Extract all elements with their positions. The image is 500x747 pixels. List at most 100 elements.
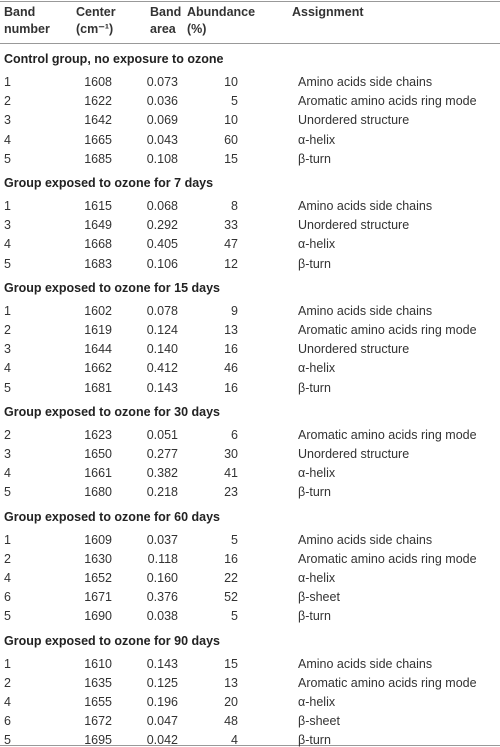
cell: 1609 xyxy=(84,532,112,547)
cell: 5 xyxy=(231,609,238,624)
cell: 4 xyxy=(4,237,11,252)
cell: 1 xyxy=(4,656,11,671)
cell: 13 xyxy=(224,675,238,690)
cell: β-sheet xyxy=(298,590,340,605)
cell: α-helix xyxy=(298,466,336,481)
cell: 1649 xyxy=(84,218,112,233)
cell: 12 xyxy=(224,256,238,271)
cell: 1610 xyxy=(84,656,112,671)
cell: 33 xyxy=(224,218,238,233)
cell: 1630 xyxy=(84,551,112,566)
cell: α-helix xyxy=(298,361,336,376)
cell: 6 xyxy=(4,590,11,605)
cell: 0.047 xyxy=(146,714,178,729)
cell: 13 xyxy=(224,323,238,337)
cell: Aromatic amino acids ring mode xyxy=(298,427,477,442)
cell: 0.051 xyxy=(146,427,178,442)
cell: 1608 xyxy=(84,75,112,89)
cell: 22 xyxy=(224,571,238,585)
group-title: Group exposed to ozone for 60 days xyxy=(4,509,221,524)
group-title: Group exposed to ozone for 90 days xyxy=(4,633,221,648)
cell: Unordered structure xyxy=(298,113,410,128)
cell: 1671 xyxy=(84,590,112,605)
cell: 0.143 xyxy=(146,380,178,395)
cell: 0.218 xyxy=(146,485,178,500)
cell: Aromatic amino acids ring mode xyxy=(298,551,477,566)
cell: Aromatic amino acids ring mode xyxy=(298,323,477,337)
bottom-rule xyxy=(0,745,500,746)
cell: 4 xyxy=(231,733,238,747)
cell: 0.036 xyxy=(146,94,178,109)
cell: 2 xyxy=(4,675,11,690)
cell: 0.196 xyxy=(146,695,178,709)
cell: 4 xyxy=(4,571,11,585)
header-cell: Abundance xyxy=(187,5,256,19)
header-cell: number xyxy=(4,22,50,36)
cell: 1690 xyxy=(84,609,112,624)
cell: β-turn xyxy=(298,380,331,395)
cell: 1 xyxy=(4,199,11,213)
cell: 5 xyxy=(231,94,238,109)
cell: Amino acids side chains xyxy=(298,303,433,318)
cell: 0.106 xyxy=(146,256,178,271)
cell: 0.125 xyxy=(146,675,178,690)
cell: 1644 xyxy=(84,342,112,357)
cell: 10 xyxy=(224,113,238,128)
group-title: Group exposed to ozone for 7 days xyxy=(4,176,214,190)
cell: 1623 xyxy=(84,427,112,442)
cell: 1695 xyxy=(84,733,112,747)
cell: β-sheet xyxy=(298,714,340,729)
cell: 16 xyxy=(224,551,238,566)
top-rule xyxy=(0,1,500,2)
cell: 1 xyxy=(4,75,11,89)
cell: α-helix xyxy=(298,571,336,585)
cell: α-helix xyxy=(298,237,336,252)
cell: 1622 xyxy=(84,94,112,109)
cell: 4 xyxy=(4,361,11,376)
cell: 30 xyxy=(224,447,238,461)
cell: 1655 xyxy=(84,695,112,709)
cell: 16 xyxy=(224,380,238,395)
cell: β-turn xyxy=(298,485,331,500)
cell: 1668 xyxy=(84,237,112,252)
header-cell: (%) xyxy=(187,22,207,36)
cell: 0.078 xyxy=(146,303,178,318)
cell: Unordered structure xyxy=(298,342,410,357)
cell: 8 xyxy=(231,199,238,213)
cell: Amino acids side chains xyxy=(298,199,433,213)
group-title: Group exposed to ozone for 15 days xyxy=(4,280,221,295)
cell: 0.108 xyxy=(146,151,178,166)
cell: 0.042 xyxy=(146,733,178,747)
cell: 0.037 xyxy=(146,532,178,547)
cell: 0.140 xyxy=(146,342,178,357)
cell: 4 xyxy=(4,466,11,481)
cell: 1662 xyxy=(84,361,112,376)
cell: 23 xyxy=(224,485,238,500)
group-title: Group exposed to ozone for 30 days xyxy=(4,404,221,419)
cell: 1661 xyxy=(84,466,112,481)
cell: 0.412 xyxy=(146,361,178,376)
cell: 1681 xyxy=(84,380,112,395)
cell: Unordered structure xyxy=(298,218,410,233)
cell: 1635 xyxy=(84,675,112,690)
cell: 0.069 xyxy=(146,113,178,128)
cell: 41 xyxy=(224,466,238,481)
cell: 1680 xyxy=(84,485,112,500)
cell: 47 xyxy=(224,237,238,252)
cell: 1650 xyxy=(84,447,112,461)
cell: 3 xyxy=(4,113,11,128)
cell: 0.382 xyxy=(146,466,178,481)
cell: 5 xyxy=(4,380,11,395)
cell: α-helix xyxy=(298,132,336,147)
header-cell: area xyxy=(150,22,176,36)
cell: 0.038 xyxy=(146,609,178,624)
cell: 60 xyxy=(224,132,238,147)
cell: 9 xyxy=(231,303,238,318)
cell: 6 xyxy=(4,714,11,729)
cell: 1683 xyxy=(84,256,112,271)
cell: β-turn xyxy=(298,151,331,166)
cell: 1619 xyxy=(84,323,112,337)
cell: 0.124 xyxy=(146,323,178,337)
cell: β-turn xyxy=(298,609,331,624)
